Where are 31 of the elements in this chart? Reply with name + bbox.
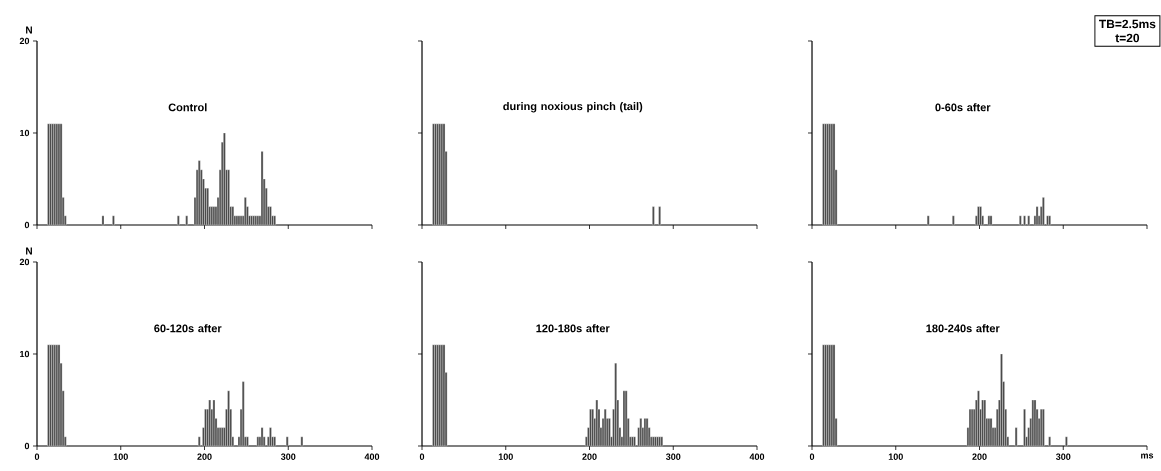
x-tick-label: ms: [1141, 453, 1154, 459]
y-tick-label: 10: [20, 350, 30, 358]
x-tick-label: 300: [280, 453, 296, 460]
x-tick-label: 400: [749, 453, 765, 460]
x-tick-label: 200: [972, 453, 987, 460]
y-tick-label: 10: [20, 129, 30, 137]
y-tick-label: 20: [19, 258, 30, 266]
x-tick-label: 100: [498, 453, 513, 460]
x-tick-label: 300: [665, 453, 681, 460]
y-tick-label: 20: [19, 37, 30, 45]
text: 180-240s after: [926, 324, 1000, 333]
x-tick-label: 0: [34, 453, 40, 460]
x-tick-label: 200: [582, 453, 597, 460]
x-tick-label: 0: [419, 453, 425, 460]
text: Control: [168, 103, 207, 112]
text: 120-180s after: [536, 324, 610, 333]
y-tick-label: 0: [24, 221, 30, 229]
y-axis-title: N: [26, 26, 32, 34]
x-tick-label: 400: [364, 453, 380, 460]
x-tick-label: 300: [1055, 453, 1071, 460]
annotation: t=20: [1115, 33, 1140, 43]
x-tick-label: 100: [113, 453, 128, 460]
text: during noxious pinch (tail): [503, 102, 643, 113]
text: 0-60s after: [935, 103, 991, 112]
y-tick-label: 0: [24, 442, 30, 450]
text: 60-120s after: [154, 324, 222, 333]
x-tick-label: 0: [809, 453, 815, 460]
x-tick-label: 100: [888, 453, 903, 460]
text: TB=2.5ms: [1099, 19, 1156, 29]
y-axis-title: N: [26, 247, 32, 255]
x-tick-label: 200: [197, 453, 212, 460]
